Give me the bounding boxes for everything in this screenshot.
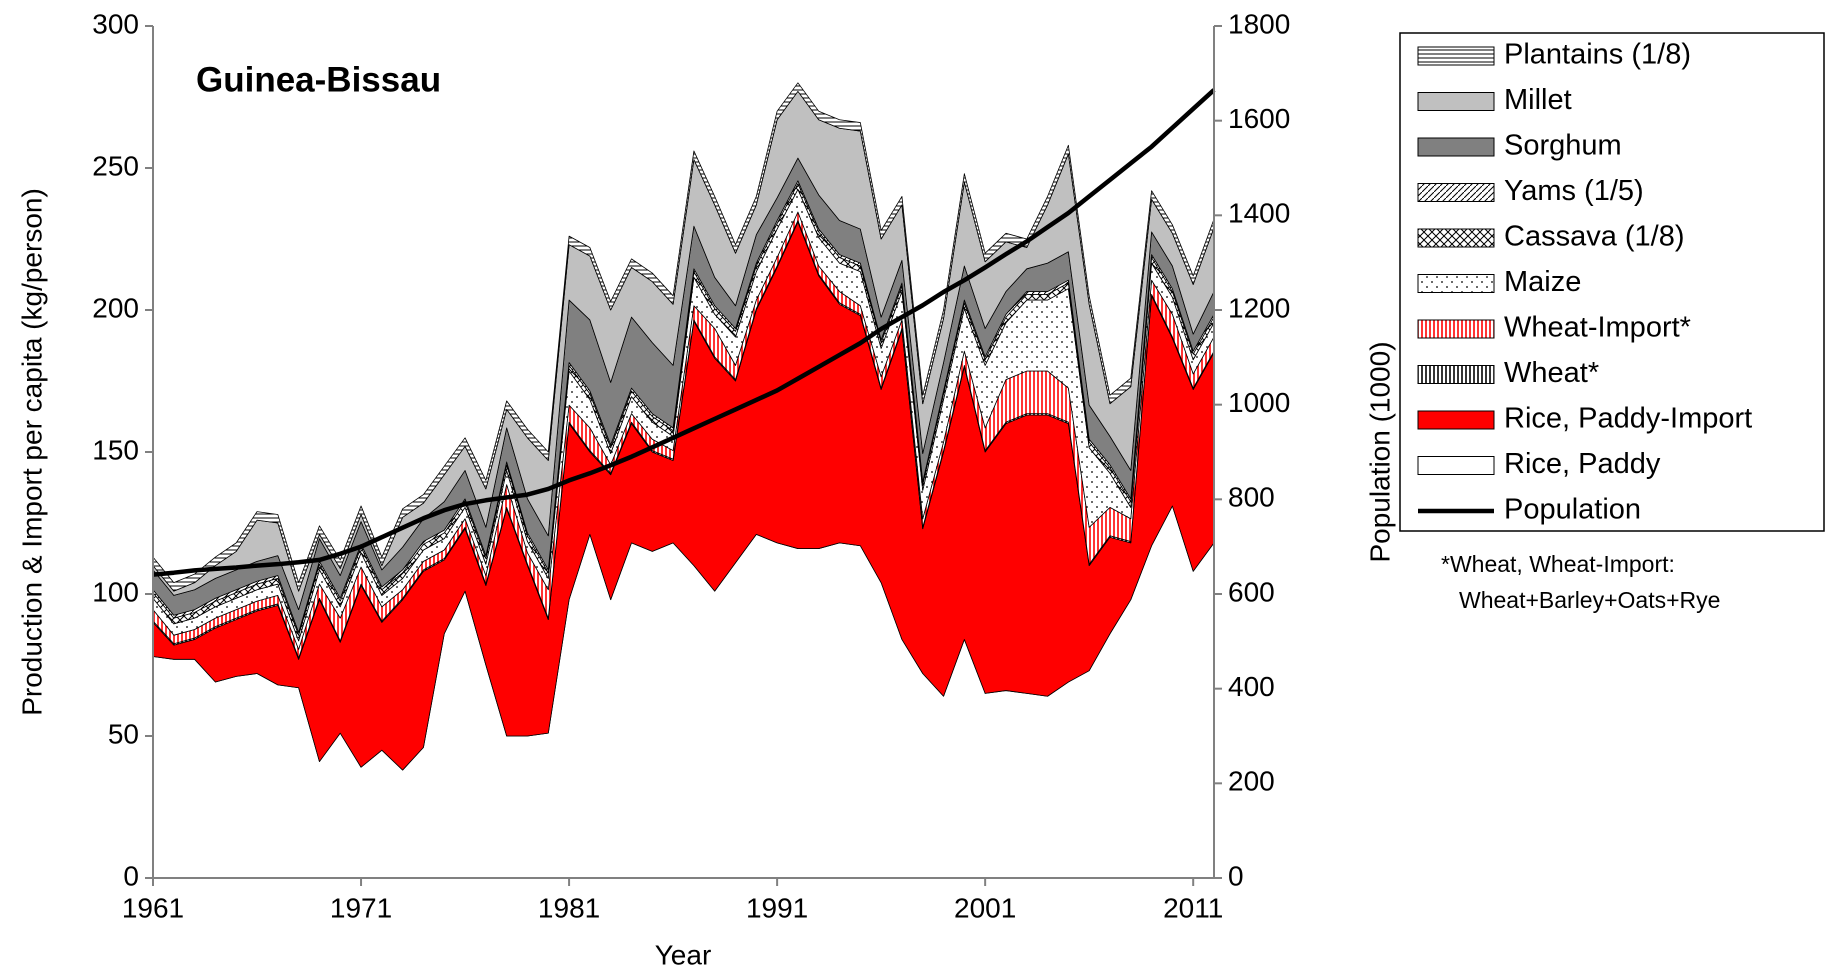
y2-tick-label: 1000 [1228,387,1290,418]
legend-swatch [1417,46,1495,66]
legend-swatch [1417,137,1495,157]
legend-swatch [1417,183,1495,202]
y2-tick-label: 1600 [1228,103,1290,134]
x-tick-label: 2011 [1163,892,1223,923]
x-tick-label: 1961 [122,892,184,923]
y-axis-label: Production & Import per capita (kg/perso… [16,188,47,716]
legend-swatch [1417,228,1495,248]
legend-swatch [1417,274,1495,293]
y2-tick-label: 800 [1228,482,1275,513]
y2-tick-label: 1200 [1228,292,1290,323]
legend-label: Yams (1/5) [1504,175,1644,207]
x-axis-label: Year [655,939,712,970]
y-tick-label: 0 [123,860,139,891]
x-tick-label: 1981 [538,892,600,923]
legend-label: Sorghum [1504,130,1622,162]
legend-label: Cassava (1/8) [1504,221,1685,253]
y-tick-label: 250 [92,150,139,181]
y2-tick-label: 1400 [1228,198,1290,229]
x-tick-label: 1991 [746,892,808,923]
x-tick-label: 2001 [954,892,1016,923]
y-tick-label: 200 [92,292,139,323]
legend-label: Rice, Paddy [1504,448,1661,480]
y2-tick-label: 400 [1228,671,1275,702]
legend-label: Plantains (1/8) [1504,39,1691,71]
population-line [152,88,1216,577]
y2-tick-label: 1800 [1228,8,1290,39]
annotation: *Wheat, Wheat-Import: [1441,551,1675,577]
legend-label: Millet [1504,84,1572,116]
y2-axis-label: Population (1000) [1364,341,1395,562]
y-tick-label: 150 [92,434,139,465]
annotation: Wheat+Barley+Oats+Rye [1459,587,1720,613]
legend-swatch [1417,456,1495,475]
legend-label: Wheat-Import* [1504,312,1691,344]
legend-label: Wheat* [1504,357,1599,389]
legend-swatch [1417,410,1495,430]
y-tick-label: 100 [92,576,139,607]
legend-label: Maize [1504,266,1581,298]
y2-tick-label: 600 [1228,576,1275,607]
legend-label: Population [1504,494,1641,526]
y-tick-label: 50 [108,718,139,749]
y2-tick-label: 0 [1228,860,1244,891]
legend-swatch [1417,365,1495,384]
y2-tick-label: 200 [1228,766,1275,797]
x-tick-label: 1971 [330,892,392,923]
y-tick-label: 300 [92,8,139,39]
plot-area [152,82,1215,879]
chart-title: Guinea-Bissau [196,60,441,99]
legend-label: Rice, Paddy-Import [1504,403,1752,435]
legend-swatch [1417,319,1495,339]
legend-swatch [1417,92,1495,111]
